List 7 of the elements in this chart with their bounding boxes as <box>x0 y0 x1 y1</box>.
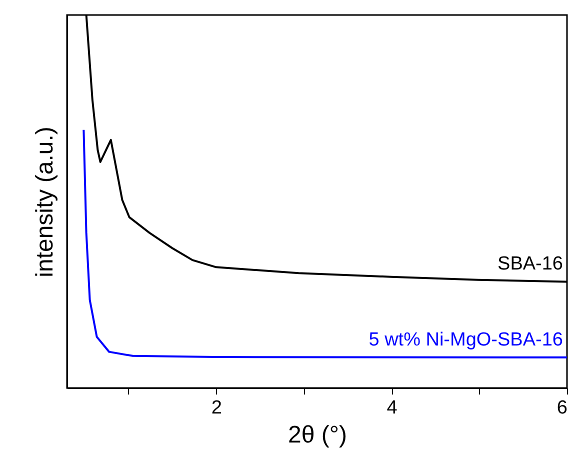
x-axis-title: 2θ (°) <box>288 422 347 448</box>
x-tick-label: 2 <box>211 398 222 418</box>
y-axis-title: intensity (a.u.) <box>32 126 58 278</box>
x-tick-label: 6 <box>556 398 568 418</box>
series-label: 5 wt% Ni-MgO-SBA-16 <box>368 329 563 350</box>
x-tick-label: 4 <box>386 398 398 418</box>
series-label: SBA-16 <box>498 254 563 275</box>
